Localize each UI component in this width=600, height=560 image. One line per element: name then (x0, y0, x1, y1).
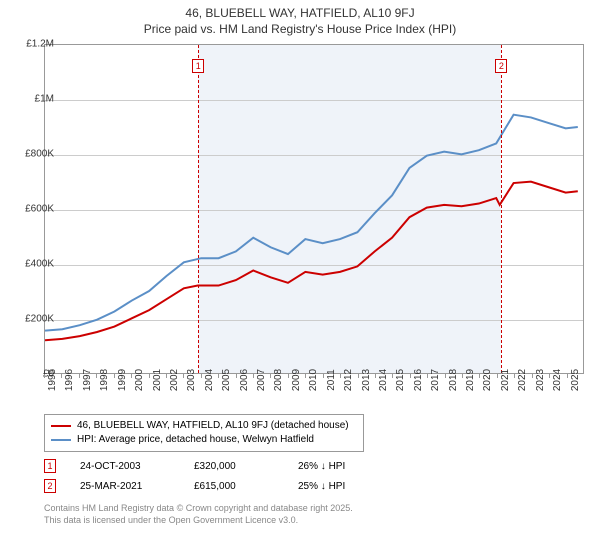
chart-subtitle: Price paid vs. HM Land Registry's House … (0, 20, 600, 36)
x-label: 2005 (221, 369, 232, 391)
footer-line2: This data is licensed under the Open Gov… (44, 514, 353, 526)
tx-price: £320,000 (194, 461, 274, 472)
legend: 46, BLUEBELL WAY, HATFIELD, AL10 9FJ (de… (44, 414, 364, 452)
legend-swatch (51, 425, 71, 427)
marker-2: 2 (495, 59, 507, 73)
plot-area: 12 (44, 44, 584, 374)
x-label: 2003 (186, 369, 197, 391)
series-price_paid (45, 182, 578, 341)
x-label: 2018 (448, 369, 459, 391)
x-label: 2001 (152, 369, 163, 391)
x-label: 2007 (256, 369, 267, 391)
transaction-row: 2 25-MAR-2021 £615,000 25% ↓ HPI (44, 476, 378, 496)
tx-date: 25-MAR-2021 (80, 481, 170, 492)
x-label: 2023 (535, 369, 546, 391)
legend-label: HPI: Average price, detached house, Welw… (77, 433, 314, 447)
tx-diff: 26% ↓ HPI (298, 461, 378, 472)
tx-price: £615,000 (194, 481, 274, 492)
tx-date: 24-OCT-2003 (80, 461, 170, 472)
tx-marker: 2 (44, 479, 56, 493)
footer-line1: Contains HM Land Registry data © Crown c… (44, 502, 353, 514)
x-label: 1996 (64, 369, 75, 391)
x-label: 2011 (326, 369, 337, 391)
x-label: 2016 (413, 369, 424, 391)
x-label: 2024 (552, 369, 563, 391)
x-label: 2014 (378, 369, 389, 391)
legend-swatch (51, 439, 71, 441)
x-label: 2008 (273, 369, 284, 391)
y-label: £200K (25, 314, 54, 325)
transaction-row: 1 24-OCT-2003 £320,000 26% ↓ HPI (44, 456, 378, 476)
chart-container: 46, BLUEBELL WAY, HATFIELD, AL10 9FJ Pri… (0, 0, 600, 560)
y-label: £1.2M (26, 39, 54, 50)
y-label: £400K (25, 259, 54, 270)
footer: Contains HM Land Registry data © Crown c… (44, 502, 353, 526)
legend-item: 46, BLUEBELL WAY, HATFIELD, AL10 9FJ (de… (51, 419, 357, 433)
x-label: 2006 (239, 369, 250, 391)
x-label: 2000 (134, 369, 145, 391)
y-label: £1M (35, 94, 54, 105)
x-label: 1995 (47, 369, 58, 391)
series-hpi (45, 115, 578, 331)
x-label: 1998 (99, 369, 110, 391)
x-label: 2002 (169, 369, 180, 391)
x-label: 2020 (482, 369, 493, 391)
x-label: 2009 (291, 369, 302, 391)
x-label: 2012 (343, 369, 354, 391)
chart-title: 46, BLUEBELL WAY, HATFIELD, AL10 9FJ (0, 0, 600, 20)
x-label: 1999 (117, 369, 128, 391)
x-label: 2019 (465, 369, 476, 391)
x-label: 2021 (500, 369, 511, 391)
x-label: 2022 (517, 369, 528, 391)
x-label: 2013 (361, 369, 372, 391)
tx-diff: 25% ↓ HPI (298, 481, 378, 492)
x-label: 1997 (82, 369, 93, 391)
x-label: 2025 (570, 369, 581, 391)
y-label: £600K (25, 204, 54, 215)
x-label: 2004 (204, 369, 215, 391)
y-label: £800K (25, 149, 54, 160)
transaction-rows: 1 24-OCT-2003 £320,000 26% ↓ HPI 2 25-MAR-202… (44, 456, 378, 496)
legend-label: 46, BLUEBELL WAY, HATFIELD, AL10 9FJ (de… (77, 419, 349, 433)
x-label: 2010 (308, 369, 319, 391)
tx-marker: 1 (44, 459, 56, 473)
marker-1: 1 (192, 59, 204, 73)
x-label: 2017 (430, 369, 441, 391)
legend-item: HPI: Average price, detached house, Welw… (51, 433, 357, 447)
x-label: 2015 (395, 369, 406, 391)
